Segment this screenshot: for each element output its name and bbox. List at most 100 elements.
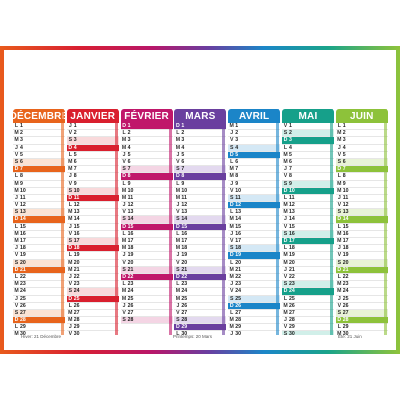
day-row: D 11 — [66, 194, 119, 203]
day-number: 13 — [20, 209, 26, 216]
weekday-letter: J — [337, 144, 341, 151]
day-number: 26 — [73, 302, 80, 309]
weekday-letter: J — [176, 151, 180, 158]
weekday-letter: M — [14, 281, 19, 288]
day-number: 22 — [20, 273, 26, 280]
day-row: V 23 — [66, 281, 119, 289]
day-number: 6 — [127, 158, 131, 165]
day-number: 1 — [235, 123, 239, 129]
day-row: D 28 — [13, 317, 65, 325]
month-header: JANVIER — [66, 109, 119, 123]
day-row: J 25 — [335, 295, 388, 303]
weekday-letter: S — [176, 266, 180, 273]
weekday-letter: D — [176, 273, 180, 280]
weekday-letter: L — [68, 302, 72, 309]
day-number: 6 — [181, 158, 185, 165]
day-number: 30 — [235, 331, 241, 335]
day-number: 25 — [73, 295, 80, 302]
day-number: 2 — [73, 130, 77, 137]
day-number: 27 — [342, 309, 349, 316]
weekday-letter: D — [176, 173, 180, 180]
day-row: J 16 — [228, 231, 281, 238]
month-accent-bar — [276, 109, 280, 335]
day-number: 26 — [127, 302, 134, 309]
day-number: 13 — [127, 209, 134, 216]
weekday-letter: M — [229, 273, 234, 280]
weekday-letter: L — [122, 130, 126, 137]
day-row: L 22 — [13, 273, 65, 282]
weekday-letter: M — [337, 187, 342, 194]
day-number: 2 — [289, 130, 292, 137]
weekday-letter: J — [15, 295, 18, 302]
day-number: 22 — [127, 273, 134, 280]
day-number: 1 — [73, 123, 77, 129]
day-row: V 24 — [228, 288, 281, 296]
day-row: S 30 — [282, 331, 334, 335]
weekday-letter: M — [121, 187, 127, 194]
day-number: 17 — [235, 238, 241, 244]
day-number: 28 — [73, 317, 80, 324]
day-number: 30 — [289, 331, 295, 335]
day-number: 8 — [73, 173, 77, 180]
weekday-letter: V — [229, 137, 234, 144]
day-number: 20 — [127, 259, 134, 266]
day-number: 27 — [235, 309, 241, 316]
weekday-letter: M — [337, 281, 342, 288]
day-row: M 18 — [174, 245, 227, 253]
day-row: L 15 — [335, 223, 388, 231]
day-number: 4 — [342, 144, 346, 151]
day-row: J 11 — [13, 195, 65, 203]
day-number: 7 — [342, 166, 346, 173]
day-row: V 27 — [120, 310, 173, 318]
day-number: 15 — [127, 223, 134, 230]
day-number: 9 — [181, 180, 185, 187]
day-number: 25 — [342, 295, 349, 302]
weekday-letter: D — [122, 173, 126, 180]
day-number: 8 — [20, 173, 23, 180]
weekday-letter: V — [14, 151, 19, 158]
day-row: D 26 — [228, 302, 281, 310]
weekday-letter: M — [68, 209, 73, 216]
day-number: 9 — [127, 180, 131, 187]
day-number: 11 — [73, 194, 80, 201]
day-number: 30 — [342, 331, 349, 335]
weekday-letter: V — [229, 187, 234, 194]
month-accent-bar — [222, 109, 226, 335]
day-number: 7 — [20, 166, 23, 173]
day-row: M 16 — [335, 231, 388, 238]
month-accent-bar — [168, 109, 172, 335]
day-number: 2 — [127, 130, 131, 137]
weekday-letter: M — [283, 202, 288, 209]
weekday-letter: V — [283, 123, 288, 129]
day-number: 24 — [73, 288, 80, 295]
day-row: M 24 — [13, 288, 65, 296]
day-row: L 30 — [174, 331, 226, 335]
month-header: DÉCEMBRE — [13, 109, 65, 123]
day-number: 2 — [342, 130, 346, 137]
weekday-letter: D — [122, 273, 126, 280]
weekday-letter: S — [122, 317, 126, 324]
day-number: 10 — [235, 187, 241, 194]
weekday-letter: L — [14, 173, 19, 180]
day-number: 25 — [289, 295, 295, 302]
weekday-letter: L — [337, 223, 341, 230]
day-row: D 21 — [13, 266, 65, 274]
weekday-letter: D — [68, 295, 73, 302]
weekday-letter: M — [337, 130, 342, 137]
day-row: S 23 — [282, 281, 334, 289]
weekday-letter: S — [283, 331, 288, 335]
day-number: 19 — [235, 252, 241, 259]
day-number: 10 — [20, 187, 26, 194]
